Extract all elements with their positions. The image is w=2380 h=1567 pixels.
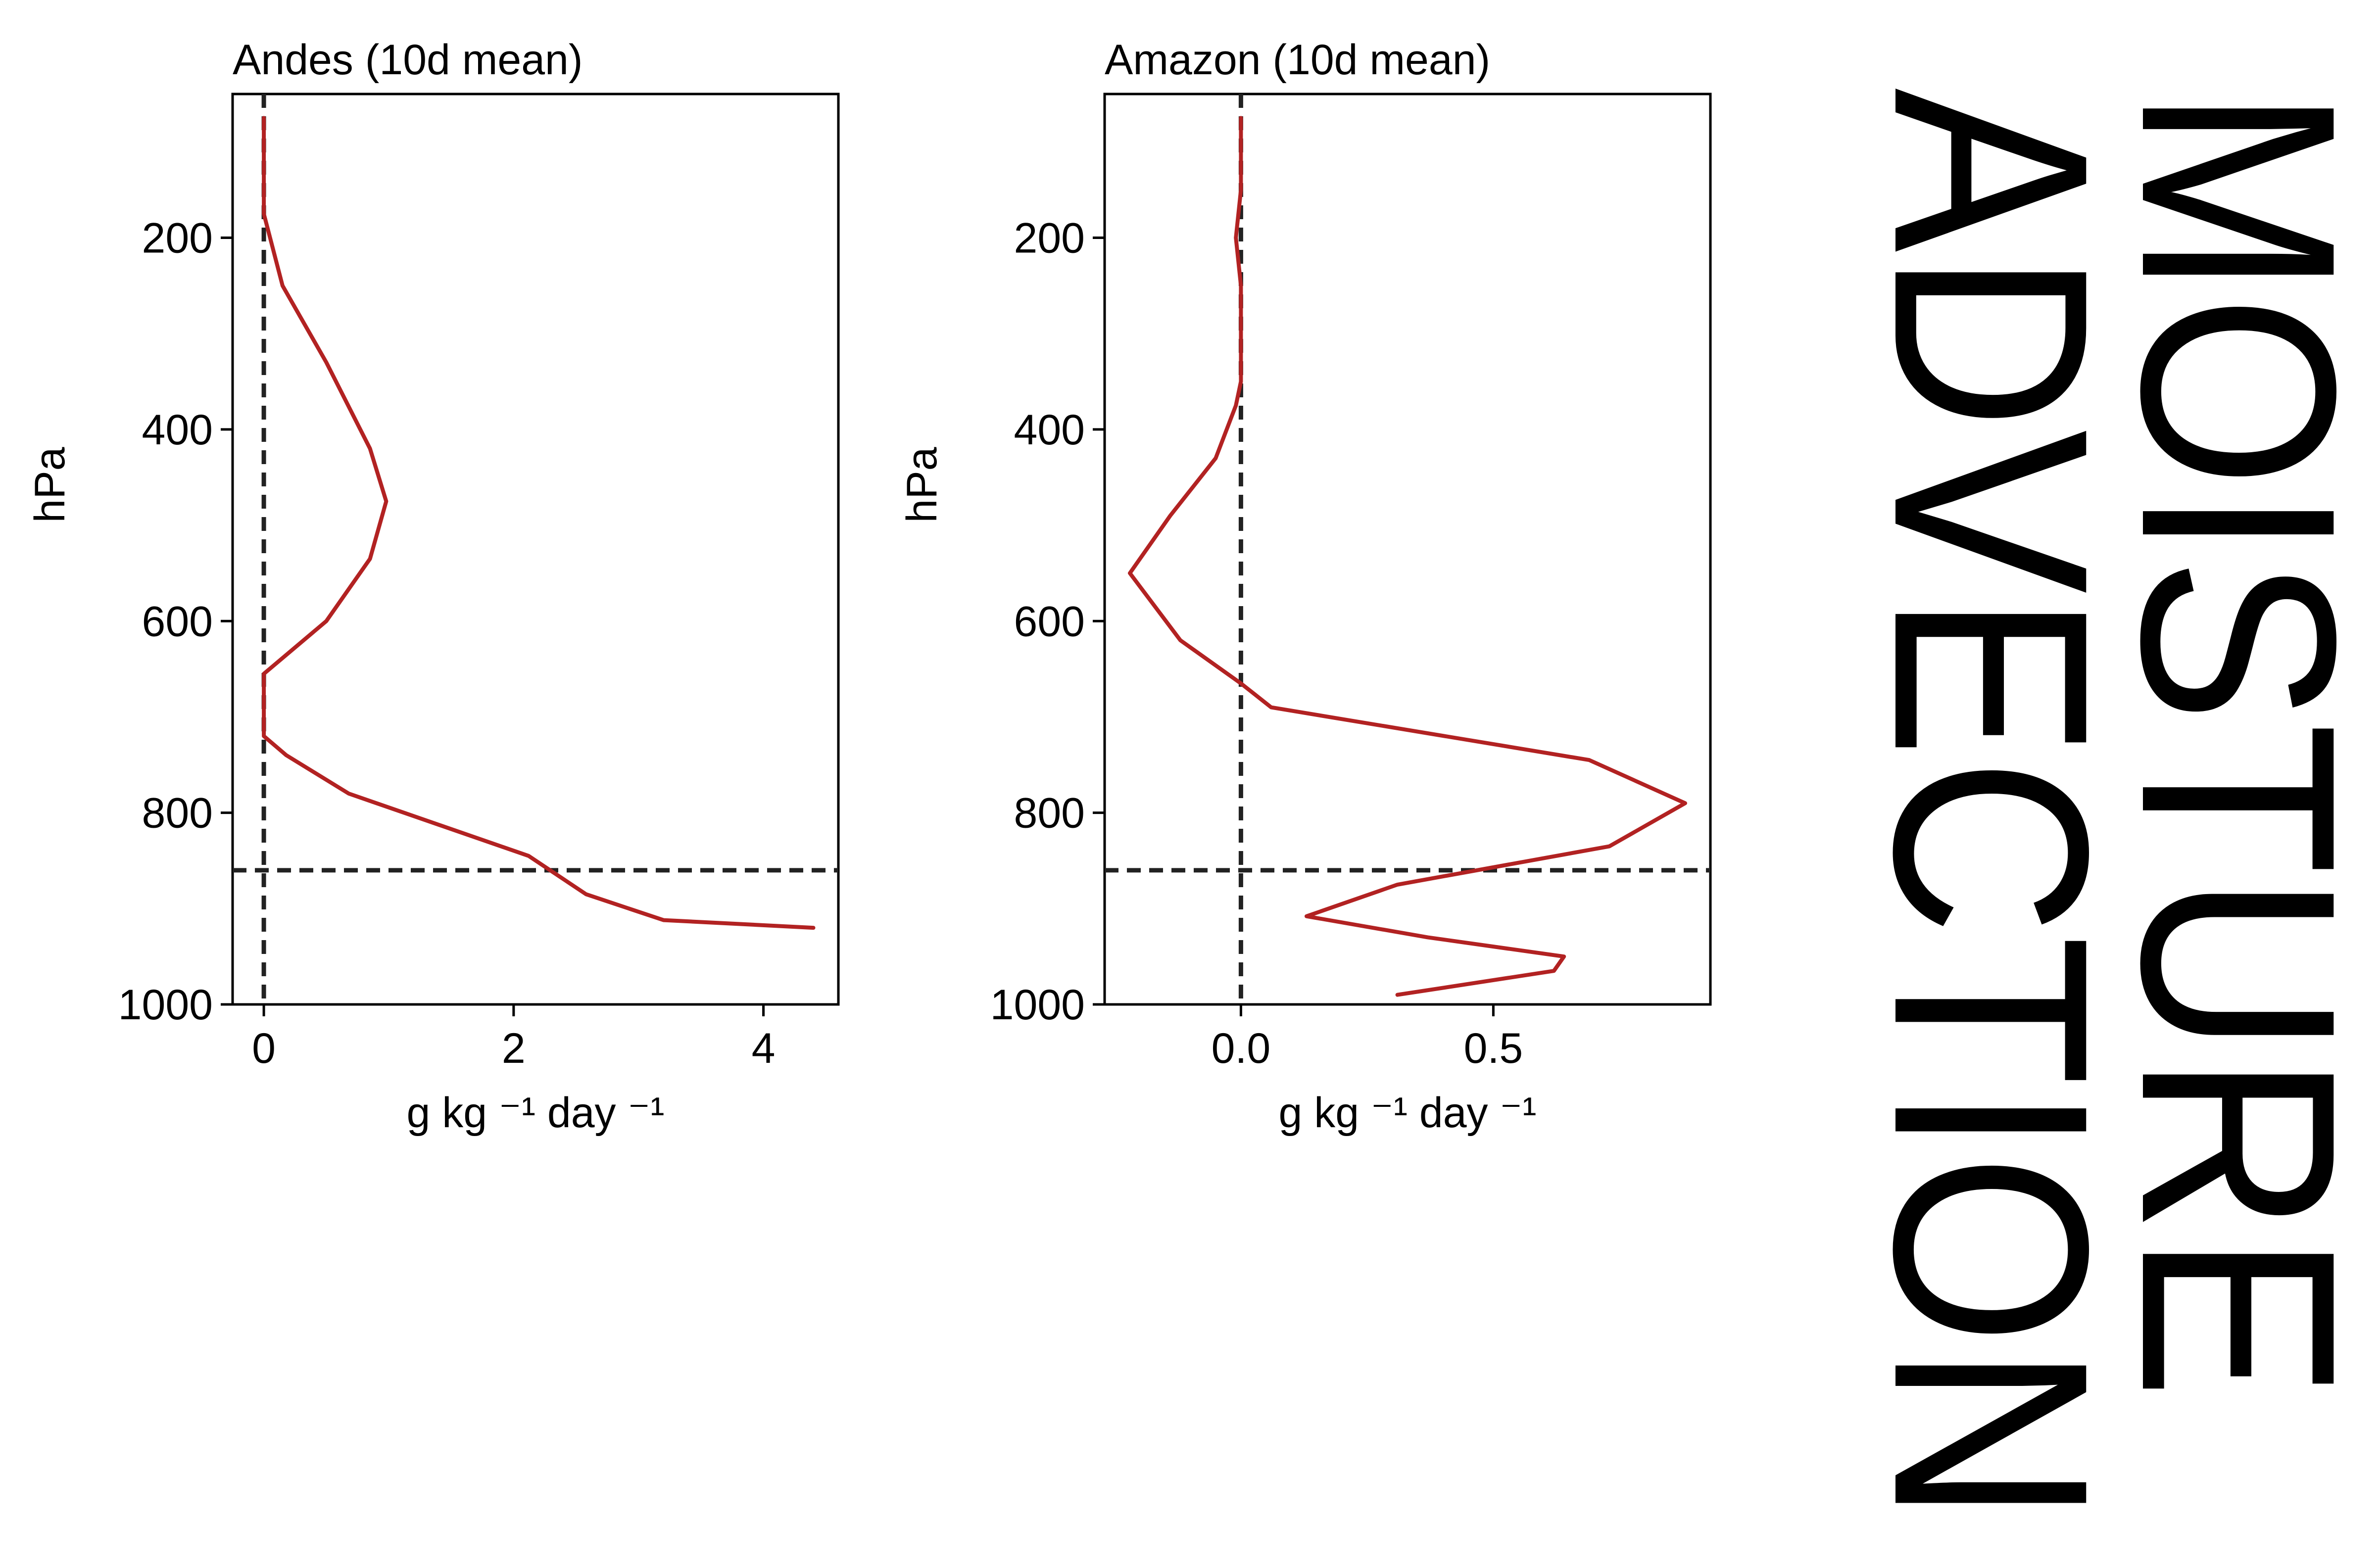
y-tick-label: 1000 xyxy=(990,981,1085,1029)
side-title-line2: ADVECTION xyxy=(1837,88,2146,1523)
y-tick-label: 200 xyxy=(142,215,213,262)
y-tick-label: 800 xyxy=(142,790,213,837)
y-axis-label: hPa xyxy=(26,447,74,522)
x-tick-label: 4 xyxy=(752,1025,776,1072)
chart-title: Amazon (10d mean) xyxy=(1105,36,1490,84)
x-tick-label: 0.0 xyxy=(1212,1025,1271,1072)
x-tick-label: 2 xyxy=(502,1025,526,1072)
x-axis-label: g kg ⁻¹ day ⁻¹ xyxy=(407,1089,665,1137)
y-axis-label: hPa xyxy=(898,447,946,522)
x-tick-label: 0 xyxy=(252,1025,276,1072)
y-tick-label: 200 xyxy=(1014,215,1085,262)
plot-frame xyxy=(231,93,840,1006)
andes-panel: 0 2 4 200 400 600 800 1000 Andes (10d mean) g kg … xyxy=(26,36,840,1137)
y-tick-label: 400 xyxy=(1014,406,1085,454)
chart-title: Andes (10d mean) xyxy=(233,36,583,84)
y-tick-label: 1000 xyxy=(118,981,213,1029)
amazon-panel: 0.0 0.5 200 400 600 800 1000 Amazon (10d mean) g… xyxy=(898,36,1712,1137)
side-title-line1: MOISTURE xyxy=(2084,88,2380,1399)
y-tick-label: 600 xyxy=(142,598,213,645)
profile-line xyxy=(1128,116,1687,997)
y-tick-label: 800 xyxy=(1014,790,1085,837)
y-tick-label: 600 xyxy=(1014,598,1085,645)
x-axis-label: g kg ⁻¹ day ⁻¹ xyxy=(1279,1089,1537,1137)
profile-line xyxy=(262,116,816,930)
y-tick-label: 400 xyxy=(142,406,213,454)
x-tick-label: 0.5 xyxy=(1464,1025,1523,1072)
plot-frame xyxy=(1103,93,1712,1006)
